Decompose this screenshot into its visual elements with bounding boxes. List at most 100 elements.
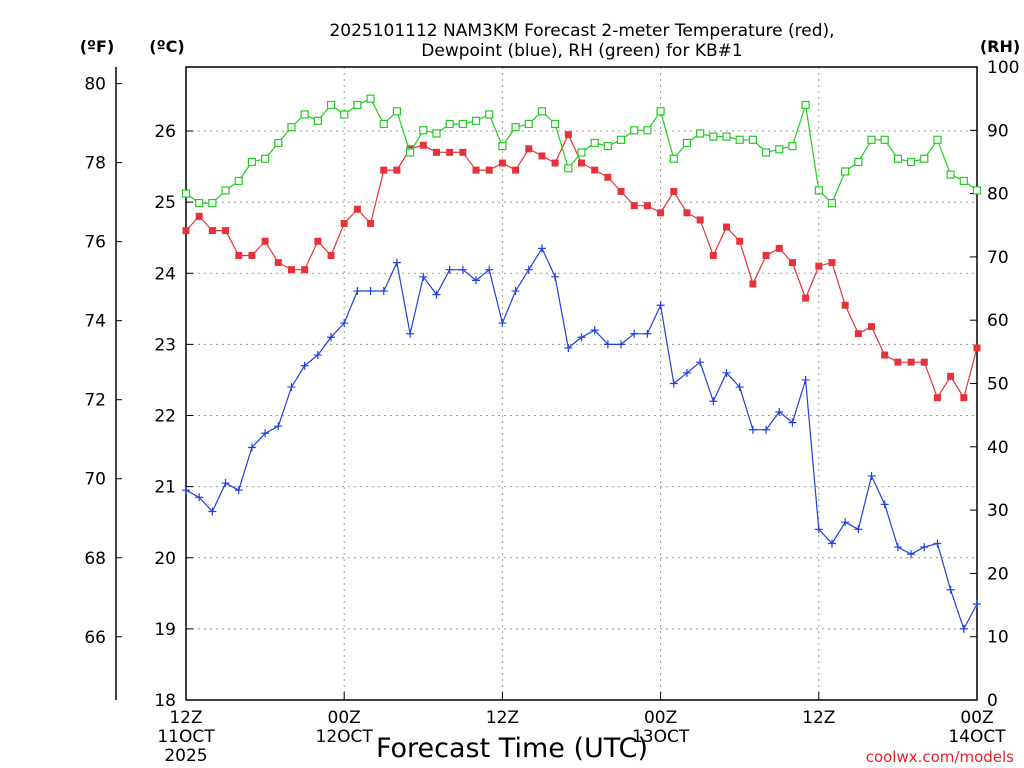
data-point xyxy=(340,219,348,227)
data-point xyxy=(670,187,678,195)
data-point xyxy=(195,198,204,208)
rh-tick-label: 10 xyxy=(987,628,1009,648)
series-0 xyxy=(182,131,981,402)
data-point xyxy=(841,518,850,527)
data-point xyxy=(300,361,309,370)
data-point xyxy=(287,123,296,132)
data-point xyxy=(933,135,942,144)
series-2 xyxy=(181,94,982,208)
data-point xyxy=(920,154,929,163)
data-point xyxy=(261,237,269,245)
data-point xyxy=(775,407,784,416)
data-point xyxy=(366,94,375,103)
data-point xyxy=(406,329,415,338)
data-point xyxy=(972,186,982,195)
data-point xyxy=(498,159,506,167)
data-point xyxy=(933,539,942,548)
x-axis-label: Forecast Time (UTC) xyxy=(376,733,648,764)
data-point xyxy=(564,343,573,352)
fahrenheit-tick-label: 76 xyxy=(84,233,106,253)
rh-tick-label: 80 xyxy=(987,185,1009,205)
data-point xyxy=(182,227,190,235)
data-point xyxy=(551,159,559,167)
x-tick-label: 00Z xyxy=(644,708,677,728)
data-point xyxy=(788,418,797,427)
celsius-tick-label: 21 xyxy=(154,478,176,498)
data-point xyxy=(590,326,599,335)
data-point xyxy=(248,251,256,259)
data-point xyxy=(814,186,823,195)
data-point xyxy=(313,351,322,360)
data-point xyxy=(775,145,784,154)
data-point xyxy=(551,272,560,281)
data-point xyxy=(538,152,546,160)
data-point xyxy=(735,135,744,144)
data-point xyxy=(801,100,810,110)
data-point xyxy=(657,209,665,217)
data-point xyxy=(591,166,599,174)
data-point xyxy=(472,166,480,174)
data-point xyxy=(907,358,915,366)
data-point xyxy=(471,116,481,125)
data-point xyxy=(247,443,256,452)
data-point xyxy=(748,425,757,434)
data-point xyxy=(973,344,981,352)
data-point xyxy=(208,227,216,235)
data-point xyxy=(683,209,691,217)
celsius-tick-label: 25 xyxy=(154,193,176,213)
data-point xyxy=(181,189,191,198)
data-point xyxy=(498,319,507,328)
data-point xyxy=(578,159,585,167)
data-point xyxy=(959,624,968,633)
data-point xyxy=(234,176,243,186)
fahrenheit-tick-label: 66 xyxy=(84,628,106,648)
data-point xyxy=(828,259,836,267)
data-point xyxy=(815,262,823,270)
x-tick-label: 12OCT xyxy=(316,727,374,747)
data-point xyxy=(881,351,889,359)
data-point xyxy=(274,138,283,148)
data-point xyxy=(669,154,678,163)
data-point xyxy=(827,198,837,208)
data-point xyxy=(524,265,533,274)
data-point xyxy=(801,375,810,384)
data-point xyxy=(656,301,665,310)
data-point xyxy=(656,107,665,116)
data-point xyxy=(630,202,638,210)
data-point xyxy=(419,272,428,281)
rh-tick-label: 90 xyxy=(987,121,1009,141)
data-point xyxy=(854,525,863,534)
data-point xyxy=(564,131,572,139)
data-point xyxy=(854,157,863,167)
data-point xyxy=(893,154,903,163)
data-point xyxy=(564,164,573,173)
data-point xyxy=(511,123,520,132)
x-tick-label: 14OCT xyxy=(948,727,1006,747)
data-point xyxy=(814,525,823,534)
data-point xyxy=(946,585,955,594)
data-point xyxy=(235,251,243,259)
data-point xyxy=(960,394,968,402)
data-point xyxy=(577,148,586,157)
data-point xyxy=(419,141,427,149)
data-point xyxy=(221,479,230,488)
celsius-tick-label: 19 xyxy=(154,620,176,640)
series-1 xyxy=(182,244,981,633)
data-point xyxy=(682,368,691,377)
data-point xyxy=(512,166,520,174)
data-point xyxy=(327,333,336,342)
data-point xyxy=(841,301,849,309)
fahrenheit-tick-label: 80 xyxy=(84,75,106,95)
data-point xyxy=(195,493,204,502)
data-point xyxy=(696,216,704,224)
data-point xyxy=(446,148,454,156)
data-point xyxy=(498,142,507,151)
data-point xyxy=(920,358,928,366)
data-point xyxy=(313,116,322,125)
data-point xyxy=(603,340,612,349)
data-point xyxy=(590,138,599,148)
data-point xyxy=(682,138,692,148)
data-point xyxy=(511,287,520,296)
